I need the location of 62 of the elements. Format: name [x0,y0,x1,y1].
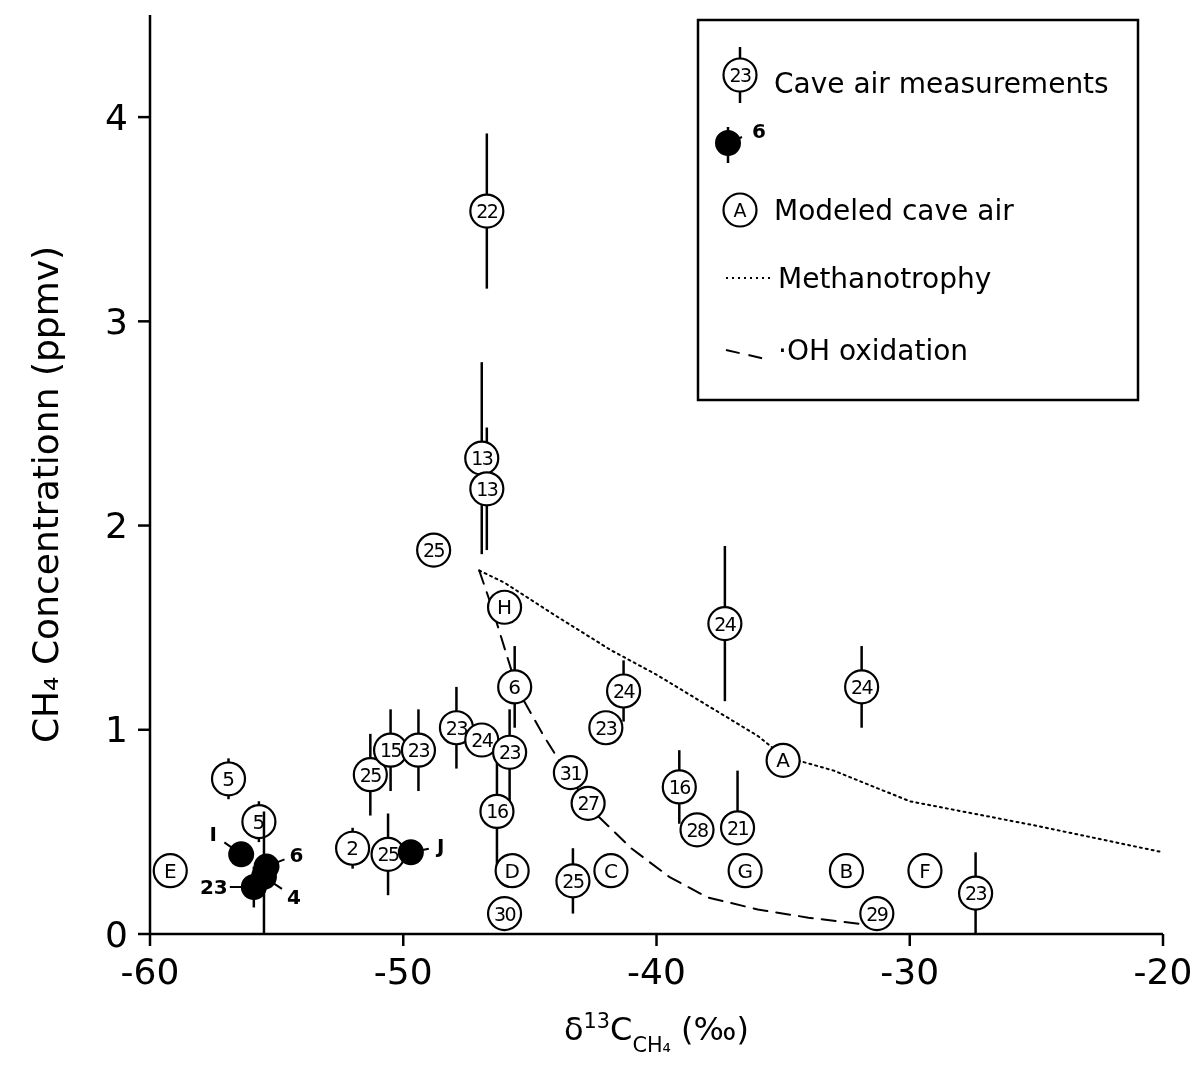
y-tick-label: 1 [105,709,128,751]
y-tick-label: 2 [105,505,128,547]
annotation: 29 [866,902,888,925]
annotation: 23 [445,716,468,739]
annotation: A [776,748,791,773]
annotation: 30 [493,902,516,925]
annotation: 16 [668,775,691,798]
annotation: 23 [499,741,521,764]
annotation: 23 [199,875,228,900]
annotation: H [497,595,513,620]
point [228,841,255,868]
annotation: 6 [289,842,304,867]
annotation: 2 [346,836,359,861]
annotation: 23 [965,882,987,905]
annotation: 24 [851,675,874,698]
annotation: 25 [377,843,400,866]
legend-label: Cave air measurements [774,66,1109,100]
annotation: G [737,858,753,883]
annotation: E [163,858,177,883]
annotation: 13 [471,447,493,470]
annotation: J [435,834,445,859]
annotation: 13 [476,477,498,500]
y-axis-title: CH₄ Concentrationn (ppmv) [25,245,66,744]
annotation: D [504,858,520,883]
annotation: 16 [486,800,508,823]
x-tick-label: -20 [1133,951,1193,992]
annotation: 23 [407,739,430,762]
annotation: 24 [471,728,494,751]
y-tick-label: 4 [105,96,128,138]
point [397,839,424,866]
annotation: 25 [423,539,445,562]
x-axis-title: δ$^{13}$C$_{CH₄}$ (‰) [564,1009,749,1057]
annotation: 4 [287,884,301,909]
annotation: C [603,858,618,883]
annotation: F [919,858,931,883]
annotation: A [733,199,747,221]
point [907,853,943,889]
annotation: 15 [379,739,402,762]
annotation: 6 [508,674,522,699]
legend-label: Methanotrophy [778,261,992,295]
x-tick-label: -40 [627,951,686,992]
annotation: 28 [686,818,709,841]
annotation: 21 [726,816,749,839]
x-tick-label: -50 [373,951,433,992]
annotation: 23 [595,716,617,739]
annotation: 27 [577,792,600,815]
annotation: B [839,858,854,883]
annotation: 24 [714,612,737,635]
y-tick-label: 3 [105,300,128,342]
annotation: 5 [252,809,266,834]
annotation: 22 [476,200,498,223]
legend-label: ·OH oxidation [778,333,969,367]
annotation: 24 [612,679,636,702]
annotation: 25 [562,869,584,892]
annotation: 5 [222,766,235,791]
annotation: 23 [729,64,751,86]
annotation: I [209,822,217,847]
annotation: 25 [359,763,382,786]
x-tick-label: -30 [880,951,940,992]
annotation: 31 [559,761,582,784]
legend-label: Modeled cave air [774,193,1015,227]
annotation: 6 [752,119,766,143]
